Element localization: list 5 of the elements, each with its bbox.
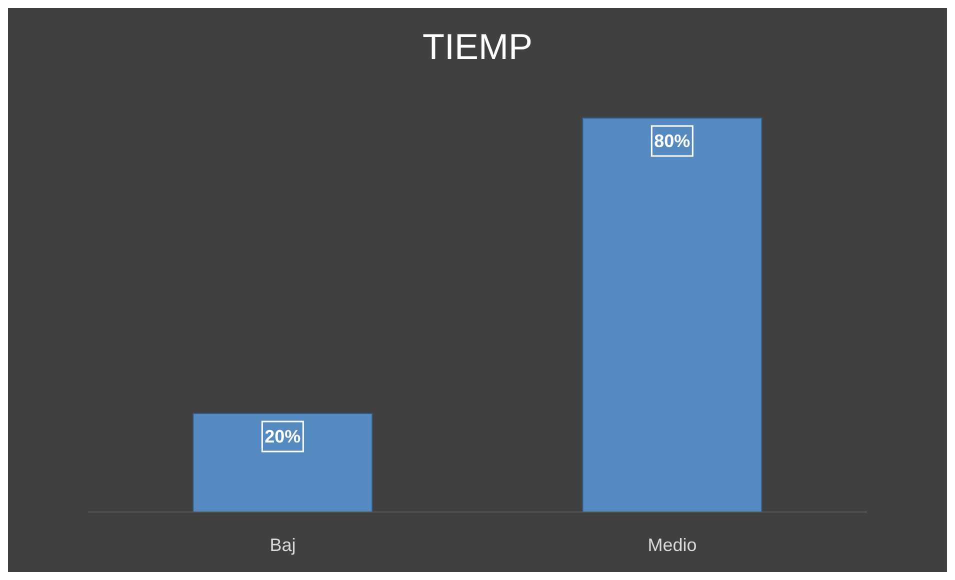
x-tick-label: Baj <box>270 534 296 555</box>
data-label: 20% <box>264 426 301 446</box>
chart-title: TIEMP <box>421 26 534 68</box>
data-label: 80% <box>654 131 690 151</box>
x-tick-label: Medio <box>648 534 697 555</box>
